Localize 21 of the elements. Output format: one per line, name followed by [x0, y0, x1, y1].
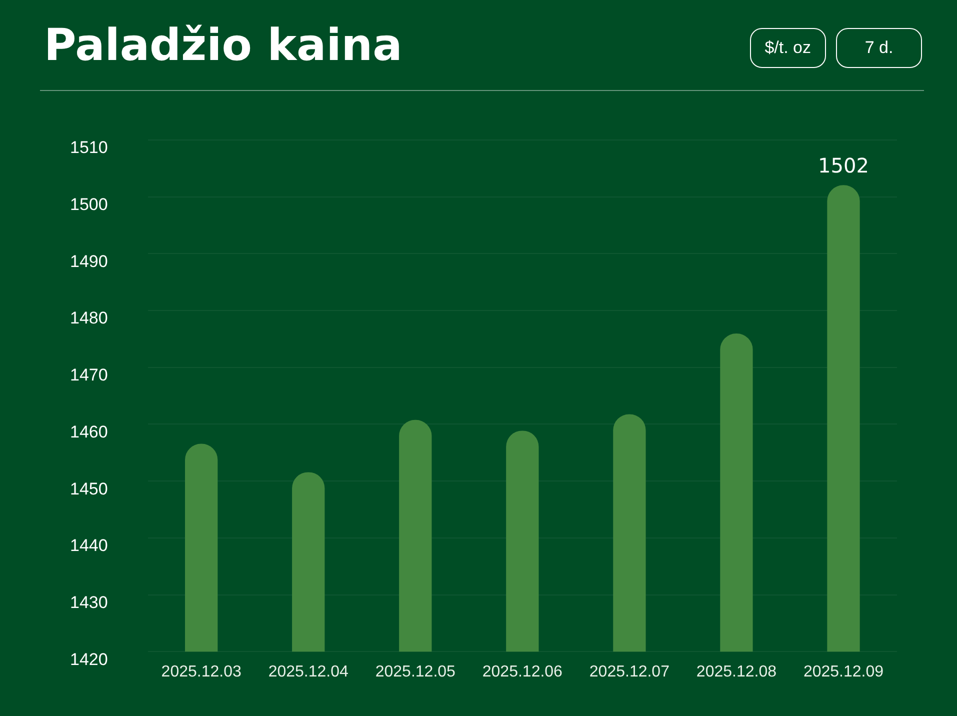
- y-tick-label: 1440: [70, 536, 108, 556]
- data-label: 1502: [818, 154, 869, 178]
- x-tick-label: 2025.12.07: [589, 664, 670, 681]
- y-tick-label: 1420: [70, 650, 108, 669]
- x-tick-label: 2025.12.08: [696, 664, 777, 681]
- x-tick-label: 2025.12.05: [375, 664, 456, 681]
- y-tick-label: 1460: [70, 422, 108, 442]
- x-tick-label: 2025.12.04: [268, 664, 348, 681]
- y-tick-label: 1510: [70, 138, 108, 158]
- y-tick-label: 1430: [70, 592, 108, 612]
- y-tick-label: 1480: [70, 308, 108, 328]
- x-tick-label: 2025.12.03: [161, 664, 242, 681]
- option-button: 7 d.: [836, 28, 922, 68]
- x-tick-label: 2025.12.06: [482, 664, 563, 681]
- x-tick-label: 2025.12.09: [803, 664, 884, 681]
- y-tick-label: 1500: [70, 195, 108, 214]
- y-tick-label: 1490: [70, 252, 108, 271]
- option-button: $/t. oz: [750, 28, 826, 68]
- chart-title: Paladžio kaina: [44, 20, 402, 71]
- y-tick-label: 1450: [70, 479, 108, 498]
- y-tick-label: 1470: [70, 366, 108, 385]
